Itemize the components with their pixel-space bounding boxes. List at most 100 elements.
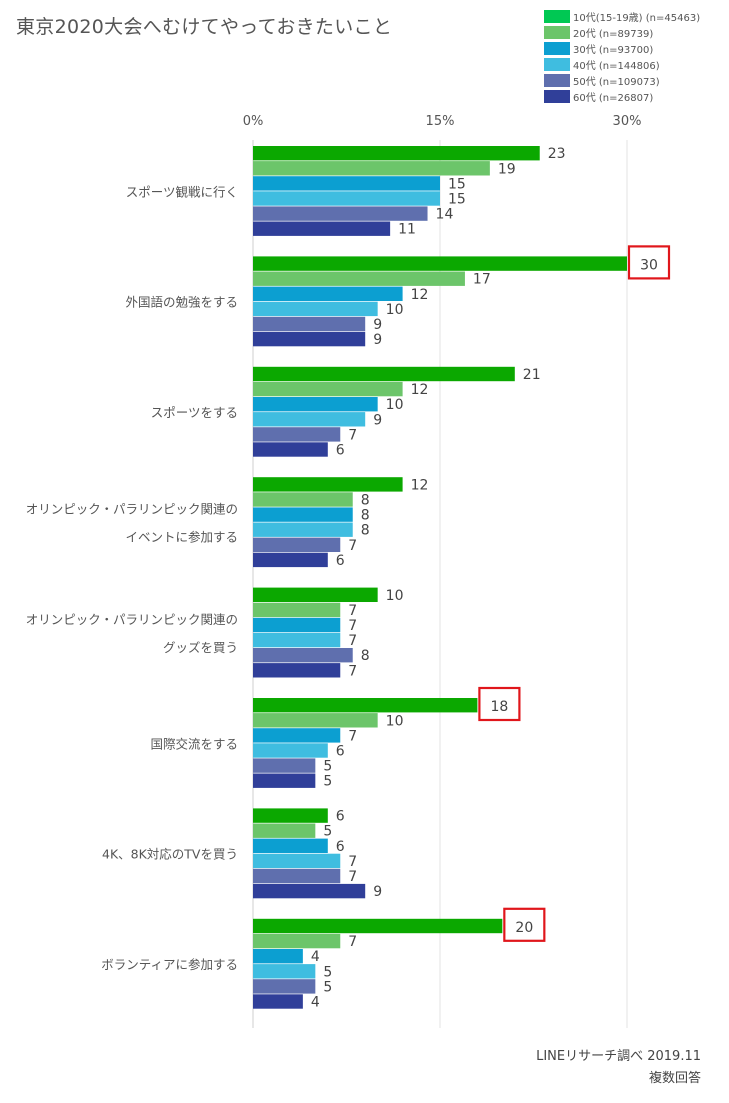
legend-label: 40代 (n=144806) <box>573 60 660 72</box>
source-note: LINEリサーチ調べ 2019.11 複数回答 <box>536 1046 701 1090</box>
bar <box>253 632 341 648</box>
bar <box>253 949 303 964</box>
bar <box>253 602 341 618</box>
data-label: 6 <box>336 553 345 569</box>
data-label: 7 <box>348 427 357 443</box>
bar <box>253 301 378 317</box>
data-label: 9 <box>373 317 382 333</box>
data-label: 18 <box>490 699 508 715</box>
bar <box>253 507 353 522</box>
bar <box>253 442 328 457</box>
chart-title: 東京2020大会へむけてやっておきたいこと <box>16 16 393 38</box>
data-label: 12 <box>411 477 429 493</box>
data-label: 9 <box>373 884 382 900</box>
data-label: 9 <box>373 412 382 428</box>
category-label: 国際交流をする <box>150 736 238 751</box>
legend-item: 30代 (n=93700) <box>544 40 700 56</box>
bar <box>253 587 378 602</box>
data-label: 5 <box>323 774 332 790</box>
legend-swatch <box>544 25 570 39</box>
bar <box>253 552 328 568</box>
data-label: 19 <box>498 161 516 177</box>
bar <box>253 808 328 823</box>
bar <box>253 286 403 301</box>
bar <box>253 191 440 206</box>
data-label: 6 <box>336 443 345 459</box>
legend-swatch <box>544 9 570 23</box>
data-label: 5 <box>323 979 332 995</box>
bar <box>253 713 378 728</box>
data-label: 10 <box>386 397 404 413</box>
bar <box>253 316 366 332</box>
bar <box>253 381 403 397</box>
bar <box>253 161 490 176</box>
category-label: オリンピック・パラリンピック関連の <box>26 502 238 517</box>
data-label: 17 <box>473 272 491 288</box>
bar <box>253 883 366 899</box>
data-label: 8 <box>361 523 370 539</box>
data-label: 8 <box>361 508 370 524</box>
bar <box>253 743 328 758</box>
bar <box>253 853 341 869</box>
legend-item: 10代(15-19歳) (n=45463) <box>544 8 700 24</box>
category-label: イベントに参加する <box>125 530 238 545</box>
bar <box>253 698 478 713</box>
category-label: スポーツをする <box>151 405 238 420</box>
data-label: 6 <box>336 744 345 760</box>
data-label: 23 <box>548 146 566 162</box>
highlight-box <box>478 686 521 722</box>
data-label: 4 <box>311 949 320 965</box>
legend-item: 60代 (n=26807) <box>544 88 700 104</box>
bar <box>253 331 366 347</box>
data-label: 7 <box>348 934 357 950</box>
data-label: 12 <box>411 382 429 398</box>
category-label: ボランティアに参加する <box>101 957 238 972</box>
category-label: グッズを買う <box>163 640 238 655</box>
bar <box>253 617 341 633</box>
legend-item: 20代 (n=89739) <box>544 24 700 40</box>
bar <box>253 176 440 191</box>
data-label: 30 <box>640 258 658 274</box>
data-label: 12 <box>411 287 429 303</box>
legend-swatch <box>544 73 570 87</box>
bar <box>253 146 540 161</box>
legend-swatch <box>544 41 570 55</box>
bar <box>253 663 341 678</box>
legend-label: 60代 (n=26807) <box>573 92 654 104</box>
data-label: 7 <box>348 603 357 619</box>
legend: 10代(15-19歳) (n=45463) 20代 (n=89739) 30代 (n… <box>544 8 700 104</box>
x-tick-label: 30% <box>613 114 642 129</box>
bar <box>253 256 627 271</box>
x-tick-label: 0% <box>243 114 264 129</box>
category-label: スポーツ観戦に行く <box>126 184 238 199</box>
data-label: 4 <box>311 995 320 1011</box>
data-label: 5 <box>323 824 332 840</box>
data-label: 7 <box>348 538 357 554</box>
bar <box>253 522 353 537</box>
data-label: 20 <box>515 920 533 936</box>
data-label: 8 <box>361 493 370 509</box>
bar <box>253 492 353 507</box>
legend-item: 40代 (n=144806) <box>544 56 700 72</box>
bar <box>253 412 366 427</box>
legend-label: 10代(15-19歳) (n=45463) <box>573 12 701 24</box>
legend-label: 20代 (n=89739) <box>573 28 654 40</box>
bar <box>253 868 341 884</box>
data-label: 15 <box>448 192 466 208</box>
legend-swatch <box>544 57 570 71</box>
category-label: 4K、8K対応のTVを買う <box>102 847 238 862</box>
data-label: 10 <box>386 588 404 604</box>
data-label: 7 <box>348 869 357 885</box>
data-label: 11 <box>398 222 416 238</box>
bar <box>253 206 428 221</box>
source-line: LINEリサーチ調べ 2019.11 <box>536 1049 701 1064</box>
bar <box>253 823 316 838</box>
data-label: 5 <box>323 964 332 980</box>
legend-label: 30代 (n=93700) <box>573 44 654 56</box>
data-label: 7 <box>348 854 357 870</box>
highlight-box <box>627 245 671 280</box>
data-label: 6 <box>336 809 345 825</box>
legend-item: 50代 (n=109073) <box>544 72 700 88</box>
data-label: 10 <box>386 302 404 318</box>
data-label: 8 <box>361 648 370 664</box>
